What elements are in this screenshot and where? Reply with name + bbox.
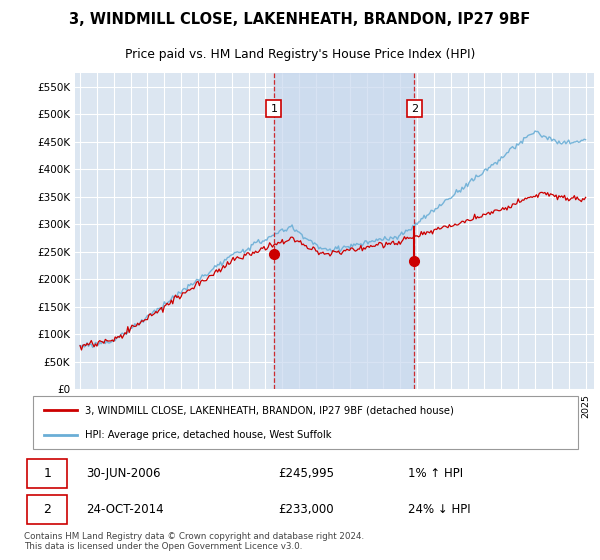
Text: Contains HM Land Registry data © Crown copyright and database right 2024.
This d: Contains HM Land Registry data © Crown c… — [24, 532, 364, 552]
FancyBboxPatch shape — [27, 459, 67, 488]
Text: 30-JUN-2006: 30-JUN-2006 — [86, 466, 161, 480]
Text: 1: 1 — [271, 104, 277, 114]
FancyBboxPatch shape — [27, 495, 67, 524]
Text: £245,995: £245,995 — [278, 466, 334, 480]
Text: Price paid vs. HM Land Registry's House Price Index (HPI): Price paid vs. HM Land Registry's House … — [125, 48, 475, 61]
Bar — [274, 73, 414, 389]
Text: 1: 1 — [43, 466, 51, 480]
Text: HPI: Average price, detached house, West Suffolk: HPI: Average price, detached house, West… — [85, 430, 332, 440]
Text: 1% ↑ HPI: 1% ↑ HPI — [407, 466, 463, 480]
Text: 3, WINDMILL CLOSE, LAKENHEATH, BRANDON, IP27 9BF (detached house): 3, WINDMILL CLOSE, LAKENHEATH, BRANDON, … — [85, 405, 454, 416]
Text: 24-OCT-2014: 24-OCT-2014 — [86, 503, 164, 516]
Text: 3, WINDMILL CLOSE, LAKENHEATH, BRANDON, IP27 9BF: 3, WINDMILL CLOSE, LAKENHEATH, BRANDON, … — [70, 12, 530, 27]
FancyBboxPatch shape — [33, 396, 578, 449]
Text: 2: 2 — [410, 104, 418, 114]
Text: 24% ↓ HPI: 24% ↓ HPI — [407, 503, 470, 516]
Text: 2: 2 — [43, 503, 51, 516]
Text: £233,000: £233,000 — [278, 503, 334, 516]
